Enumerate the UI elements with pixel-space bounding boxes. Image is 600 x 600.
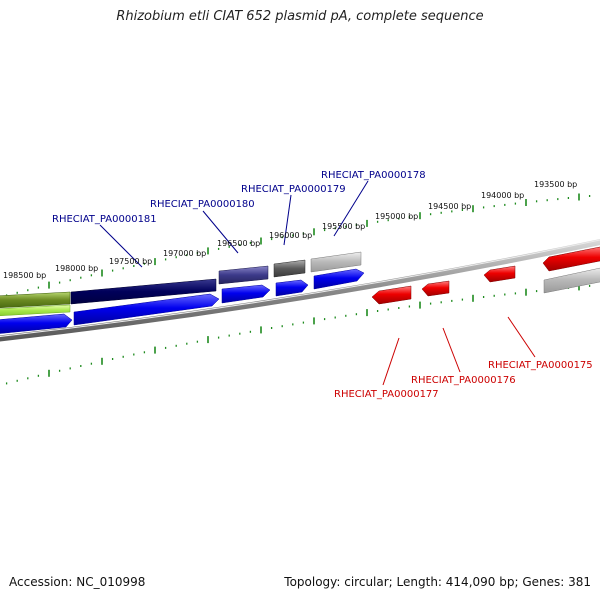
feature-lightgray-178 <box>310 251 362 273</box>
map-title: Rhizobium etli CIAT 652 plasmid pA, comp… <box>116 9 484 24</box>
cds-arrow-lime <box>0 304 71 316</box>
cds-arrow-red-edge <box>542 246 600 272</box>
tick-label-195000: 195000 bp <box>375 212 418 221</box>
accession-text: Accession: NC_010998 <box>9 575 146 589</box>
gene-label-178: RHECIAT_PA0000178 <box>321 170 426 181</box>
gene-label-175: RHECIAT_PA0000175 <box>488 360 593 371</box>
cds-arrow-179 <box>275 279 309 297</box>
gene-label-177: RHECIAT_PA0000177 <box>334 389 439 400</box>
gene-label-181: RHECIAT_PA0000181 <box>52 214 157 225</box>
feature-lightgray-edge <box>543 267 600 294</box>
cds-arrow-181a <box>0 313 73 334</box>
tick-label-196500: 196500 bp <box>217 239 260 248</box>
tick-label-195500: 195500 bp <box>322 222 365 231</box>
tick-label-194000: 194000 bp <box>481 191 524 200</box>
outer-tick-ring <box>5 193 591 297</box>
cds-arrow-176 <box>421 280 450 297</box>
cds-arrow-177 <box>371 285 412 305</box>
feature-olive <box>0 291 71 308</box>
plasmid-backbone <box>0 238 600 342</box>
forward-callouts <box>99 180 369 268</box>
cds-arrow-181b <box>73 293 220 326</box>
tick-label-198000: 198000 bp <box>55 264 98 273</box>
reverse-callouts <box>382 316 536 386</box>
inner-tick-ring <box>5 283 591 385</box>
plasmid-backbone-highlight <box>0 239 600 337</box>
feature-navy-181 <box>70 278 217 305</box>
topology-info-text: Topology: circular; Length: 414,090 bp; … <box>284 575 591 589</box>
feature-slate-180 <box>218 265 269 285</box>
gene-label-179: RHECIAT_PA0000179 <box>241 184 346 195</box>
gene-label-180: RHECIAT_PA0000180 <box>150 199 255 210</box>
feature-darkgray-179 <box>273 259 306 278</box>
tick-label-198500: 198500 bp <box>3 271 46 280</box>
cds-arrow-178 <box>313 268 365 290</box>
tick-label-197000: 197000 bp <box>163 249 206 258</box>
tick-label-194500: 194500 bp <box>428 202 471 211</box>
tick-label-193500: 193500 bp <box>534 180 577 189</box>
tick-label-196000: 196000 bp <box>269 231 312 240</box>
cds-arrow-180 <box>221 284 271 304</box>
tick-label-197500: 197500 bp <box>109 257 152 266</box>
cds-arrow-175 <box>483 265 516 283</box>
gene-label-176: RHECIAT_PA0000176 <box>411 375 516 386</box>
